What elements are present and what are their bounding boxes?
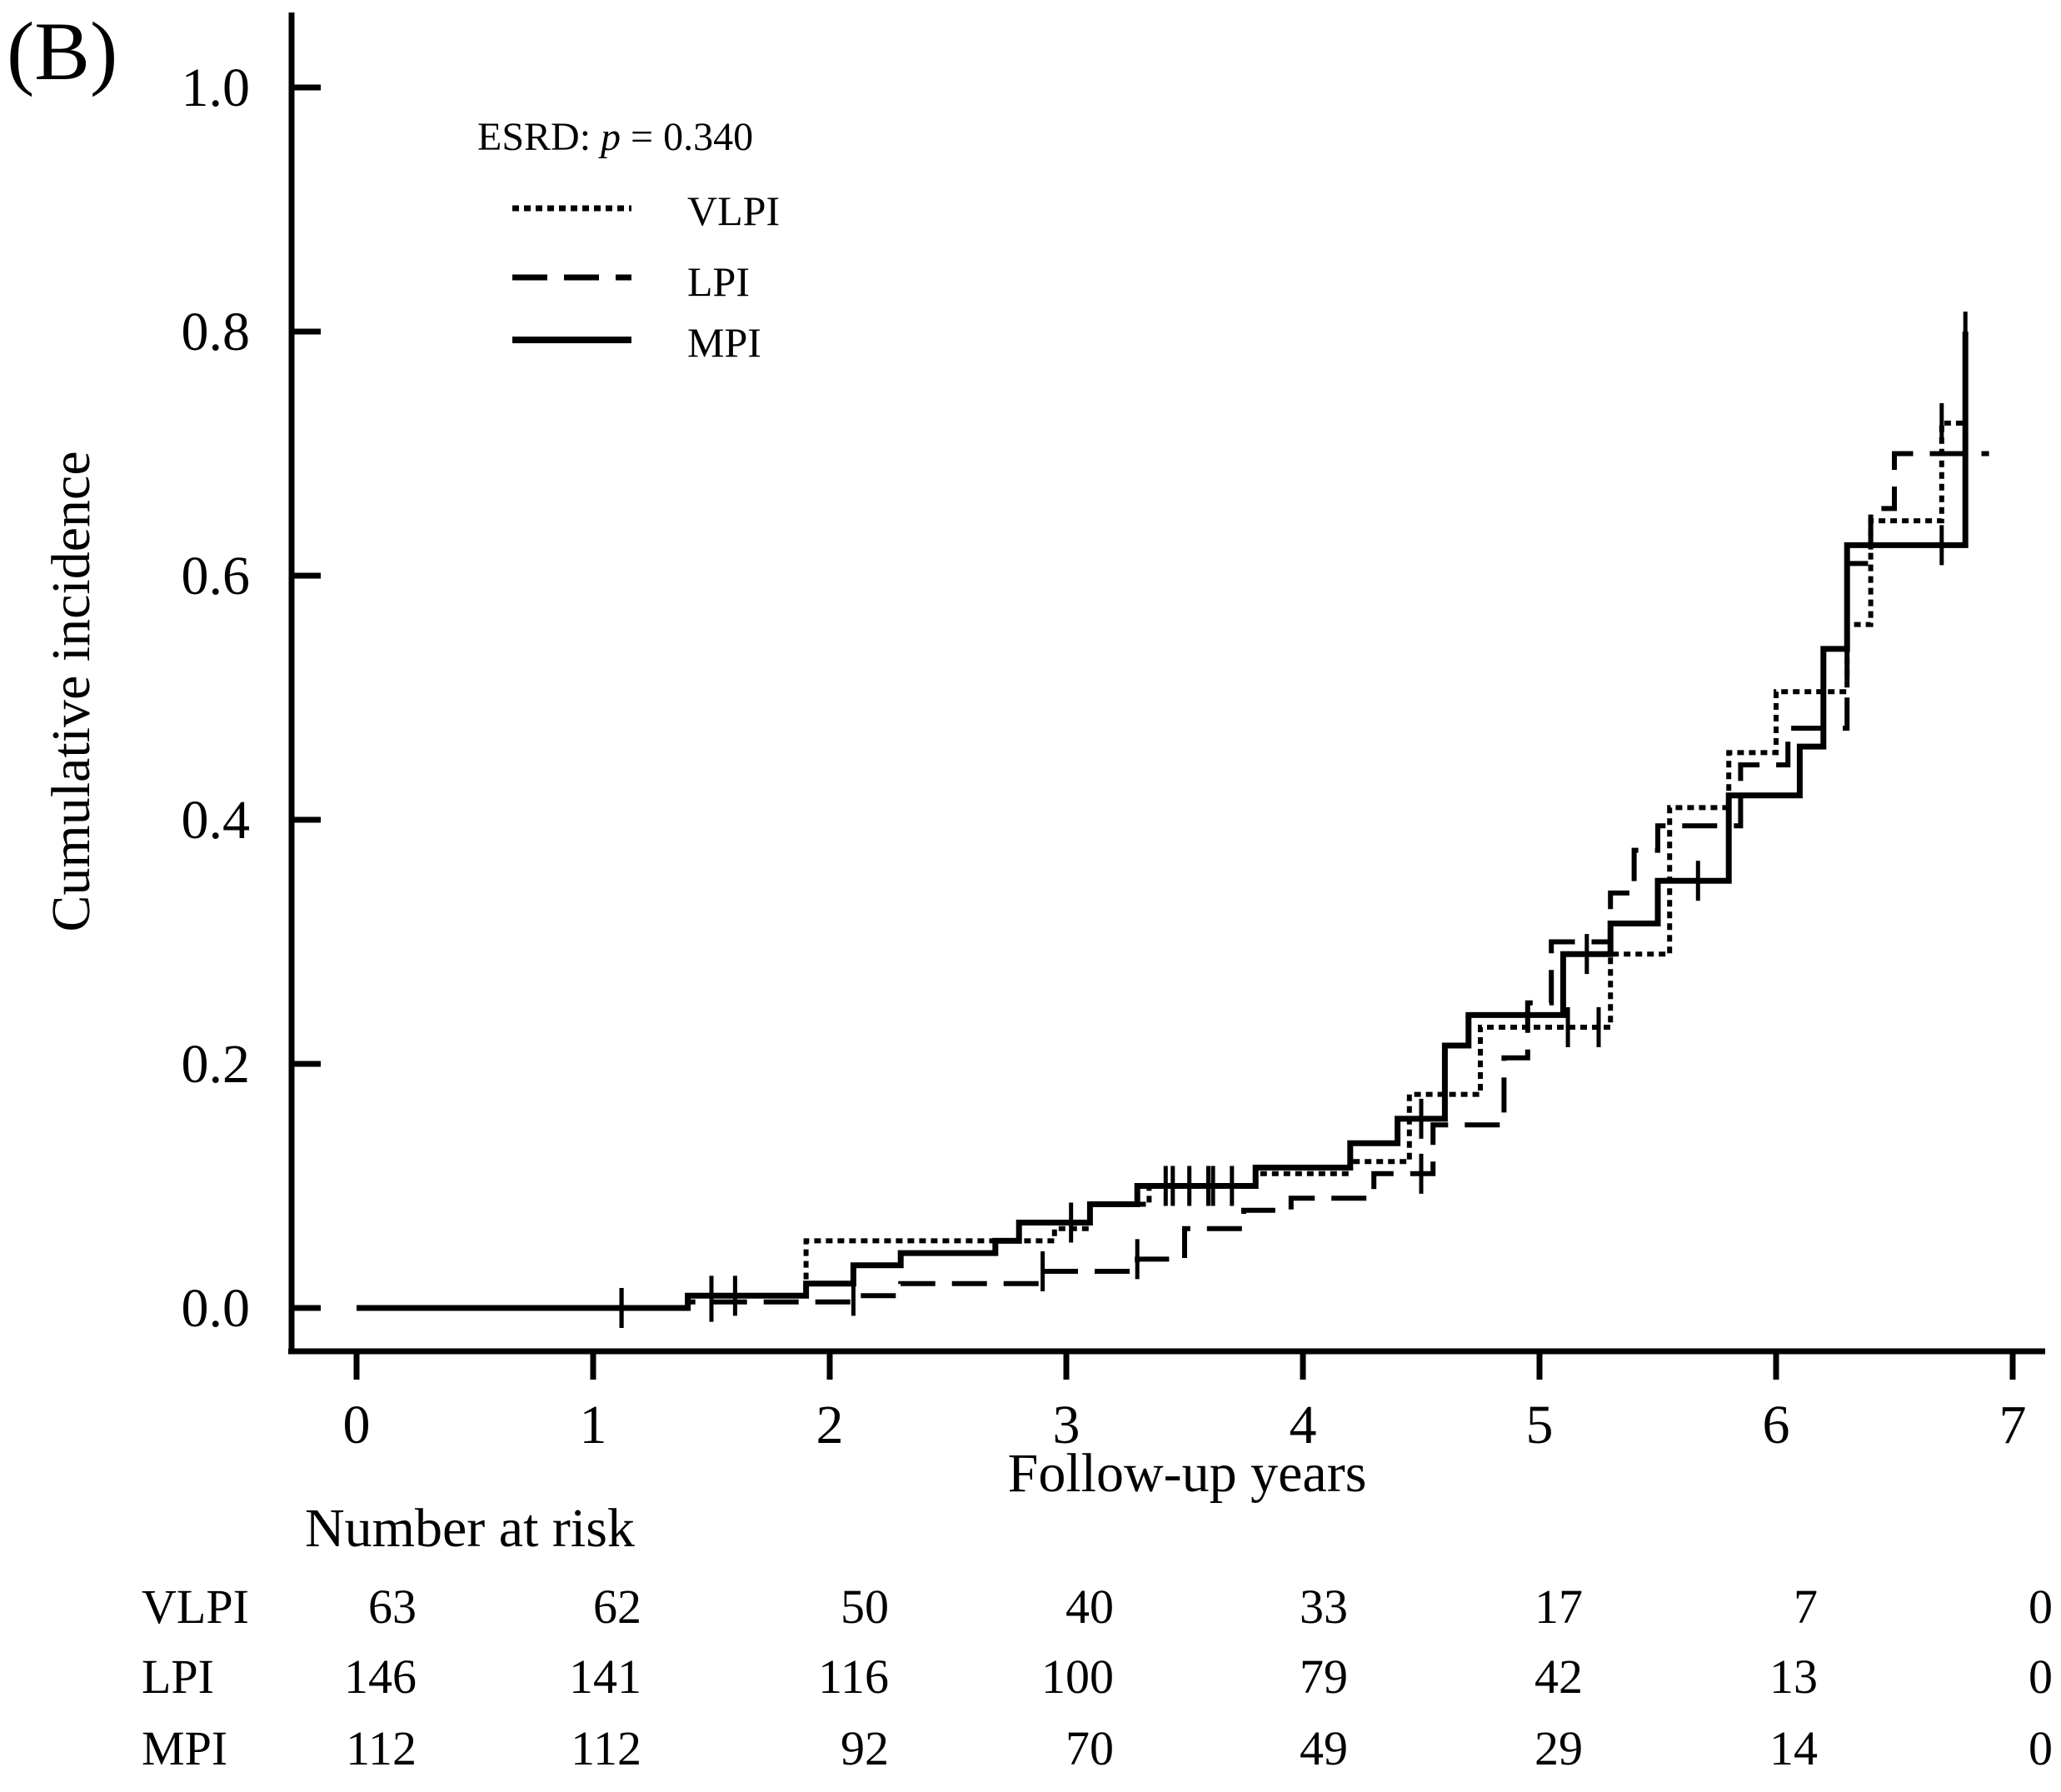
risk-cell: 116 xyxy=(818,1650,889,1704)
x-tick-label: 0 xyxy=(343,1395,371,1455)
risk-cell: 7 xyxy=(1794,1580,1818,1634)
legend-title: ESRD: p = 0.340 xyxy=(477,115,753,159)
y-tick-label: 1.0 xyxy=(182,57,251,118)
risk-cell: 50 xyxy=(841,1580,889,1634)
panel-label: (B) xyxy=(7,5,117,97)
y-tick-label: 0.0 xyxy=(182,1278,251,1339)
risk-cell: 70 xyxy=(1065,1721,1114,1775)
legend: ESRD: p = 0.340 VLPI LPI MPI xyxy=(477,115,780,366)
risk-cell: 0 xyxy=(2029,1721,2053,1775)
risk-cell: 17 xyxy=(1535,1580,1583,1634)
y-tick-label: 0.8 xyxy=(182,302,251,362)
risk-cell: 112 xyxy=(346,1721,417,1775)
series-mpi xyxy=(357,312,1969,1328)
y-tick-label: 0.6 xyxy=(182,546,251,606)
x-tick-label: 6 xyxy=(1763,1395,1790,1455)
risk-cell: 13 xyxy=(1769,1650,1818,1704)
legend-label-vlpi: VLPI xyxy=(687,187,780,234)
risk-cell: 49 xyxy=(1300,1721,1348,1775)
risk-cell: 92 xyxy=(841,1721,889,1775)
risk-cell: 112 xyxy=(571,1721,641,1775)
risk-cell: 33 xyxy=(1300,1580,1348,1634)
y-tick-label: 0.2 xyxy=(182,1034,251,1095)
risk-cell: 62 xyxy=(593,1580,641,1634)
y-tick-label: 0.4 xyxy=(182,790,251,851)
legend-label-lpi: LPI xyxy=(687,258,750,305)
series-layer xyxy=(357,312,1989,1328)
x-tick-label: 5 xyxy=(1526,1395,1554,1455)
risk-row-label: MPI xyxy=(142,1721,228,1775)
risk-row-label: LPI xyxy=(142,1650,214,1704)
y-axis-label: Cumulative incidence xyxy=(41,451,102,931)
x-axis-label: Follow-up years xyxy=(1008,1443,1367,1504)
x-tick-label: 7 xyxy=(1999,1395,2027,1455)
x-tick-label: 1 xyxy=(580,1395,607,1455)
x-tick-label: 2 xyxy=(816,1395,844,1455)
risk-row-label: VLPI xyxy=(142,1580,249,1634)
x-tick-label: 4 xyxy=(1290,1395,1317,1455)
risk-cell: 42 xyxy=(1535,1650,1583,1704)
risk-table-title: Number at risk xyxy=(305,1498,635,1559)
x-tick-label: 3 xyxy=(1053,1395,1080,1455)
series-vlpi xyxy=(357,402,1966,1328)
risk-cell: 40 xyxy=(1065,1580,1114,1634)
series-line-vlpi xyxy=(357,420,1966,1310)
risk-cell: 141 xyxy=(569,1650,641,1704)
legend-label-mpi: MPI xyxy=(687,319,761,366)
risk-cell: 29 xyxy=(1535,1721,1583,1775)
risk-cell: 0 xyxy=(2029,1650,2053,1704)
axes: 0.0 0.2 0.4 0.6 0.8 1.0 0 1 2 3 4 5 6 7 xyxy=(182,12,2045,1455)
risk-cell: 63 xyxy=(368,1580,417,1634)
series-line-lpi xyxy=(357,451,1989,1310)
risk-cell: 0 xyxy=(2029,1580,2053,1634)
risk-cell: 79 xyxy=(1300,1650,1348,1704)
risk-cell: 14 xyxy=(1769,1721,1818,1775)
risk-cell: 100 xyxy=(1041,1650,1114,1704)
series-line-mpi xyxy=(357,332,1969,1311)
risk-cell: 146 xyxy=(344,1650,417,1704)
